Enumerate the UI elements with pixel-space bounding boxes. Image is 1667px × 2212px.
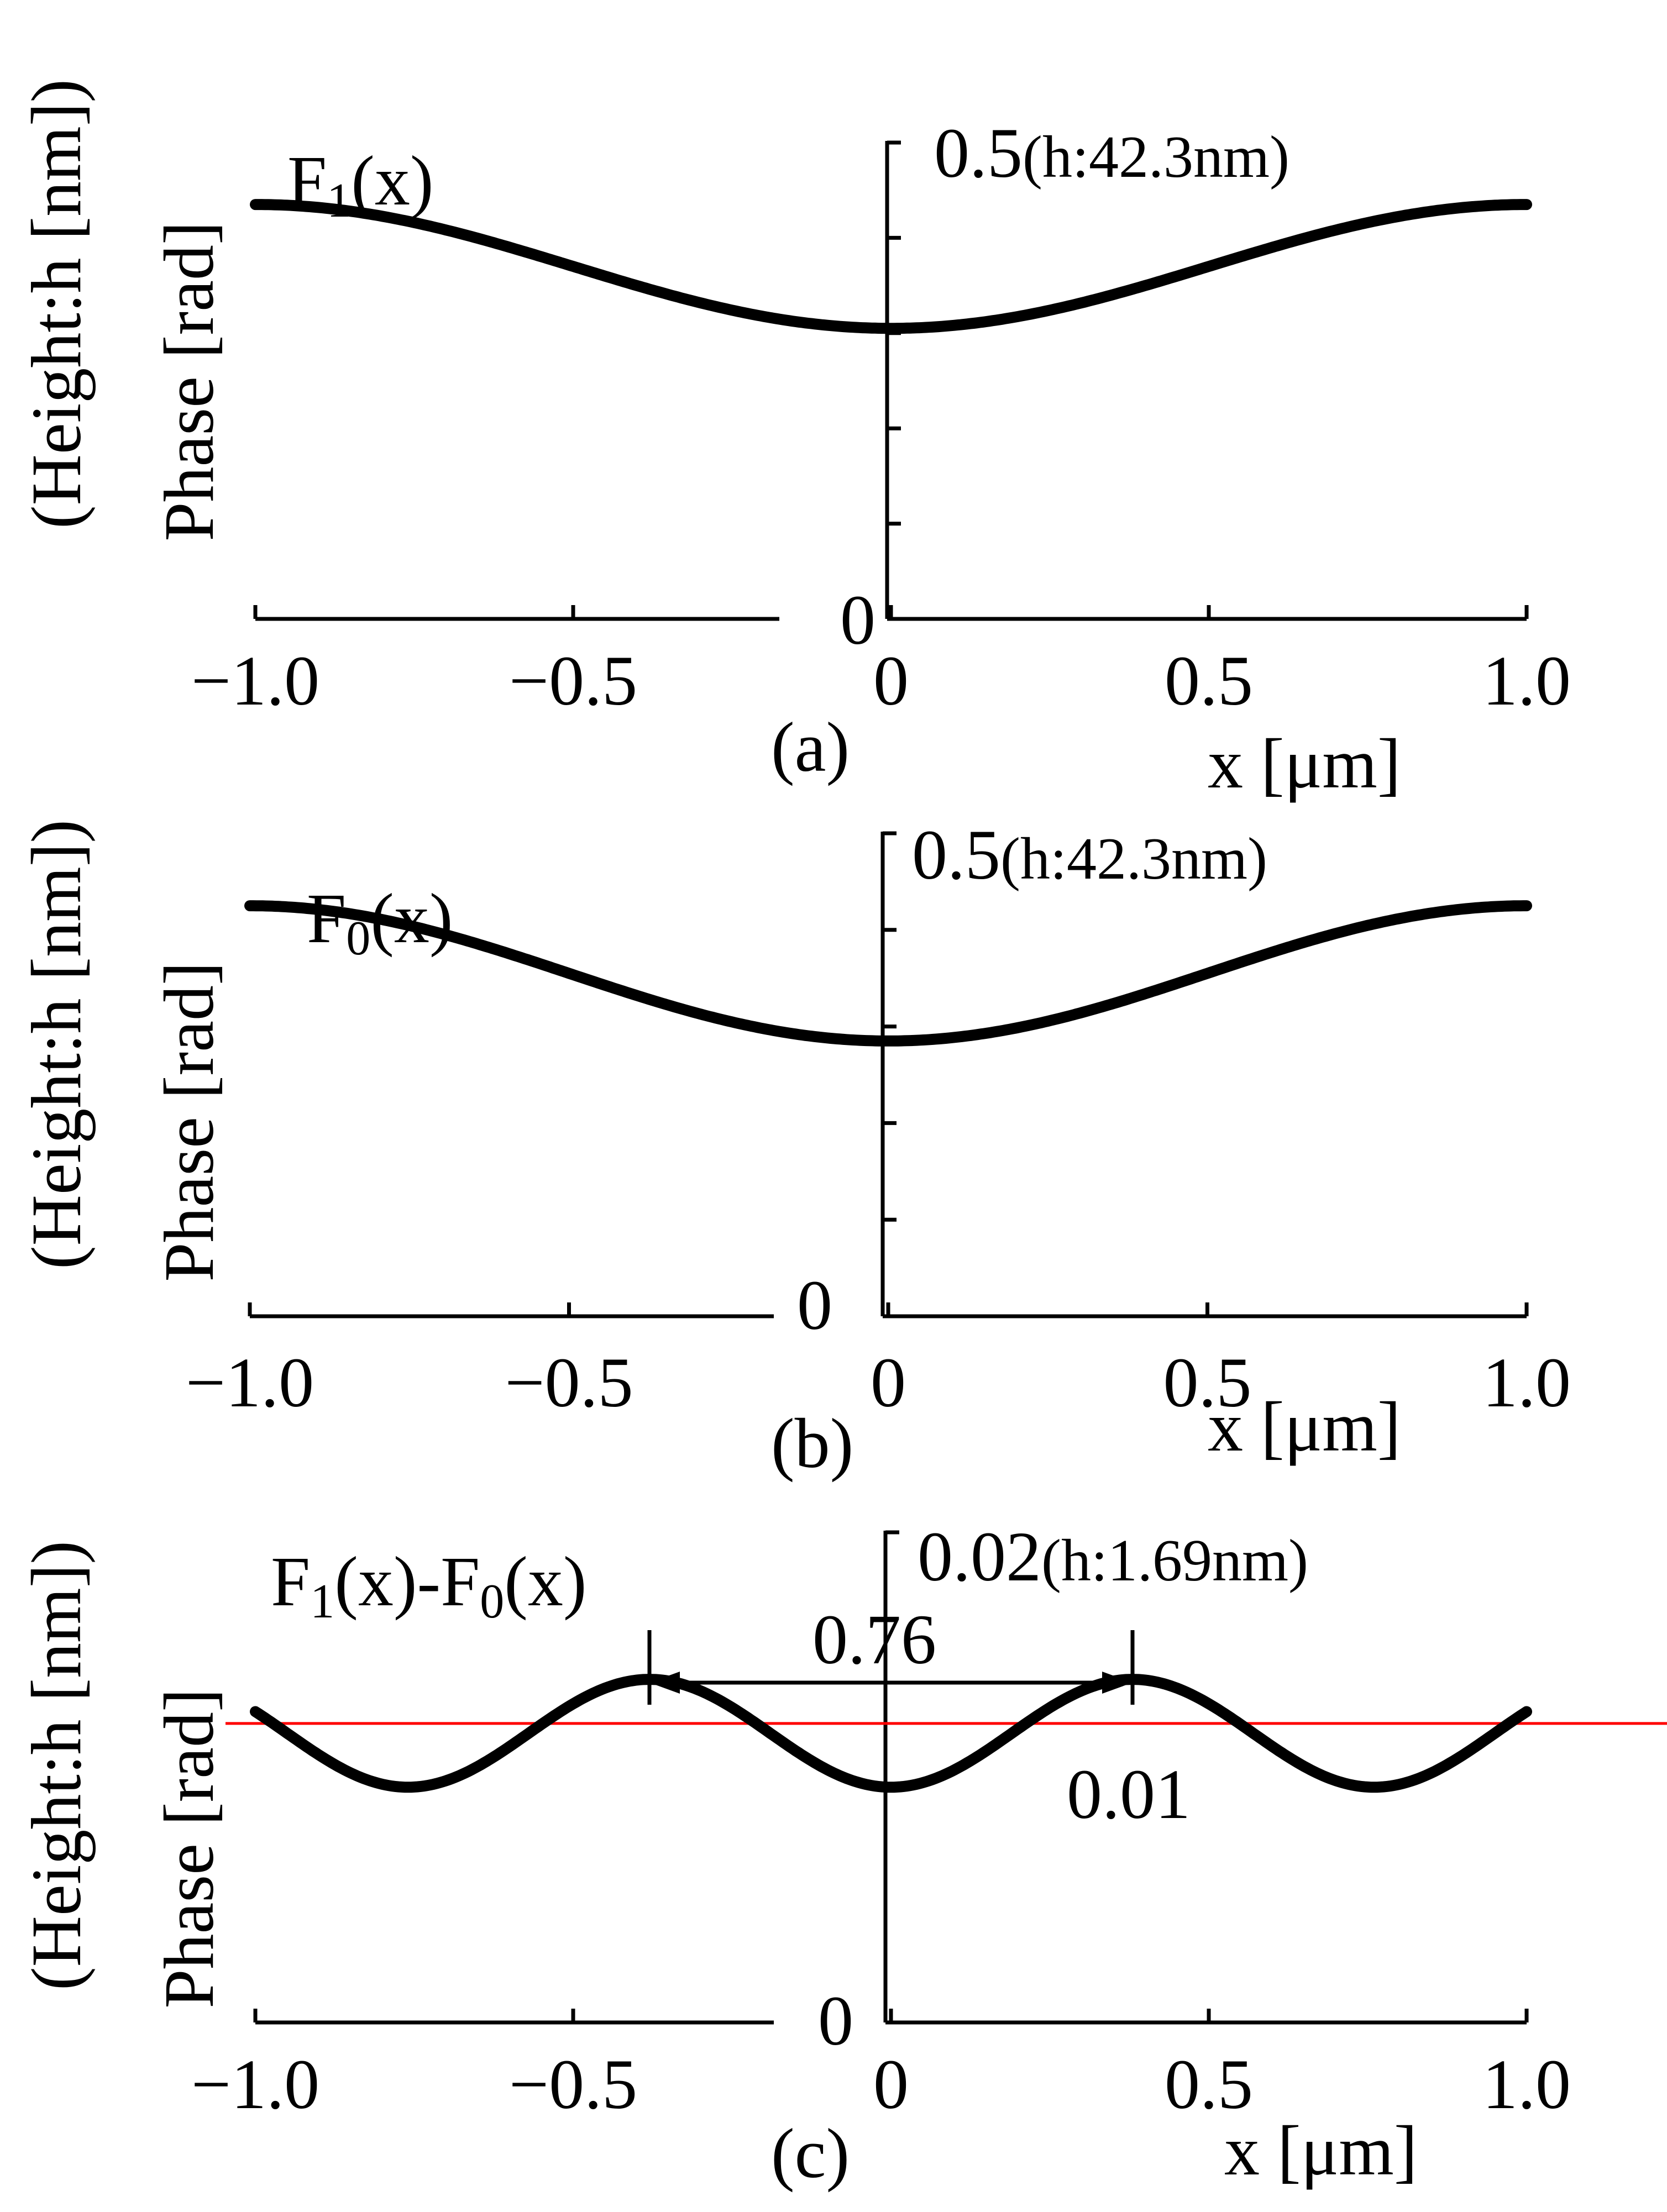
panel-c-y-top-value: 0.02 [918, 1517, 1041, 1596]
panel-c-curve-label-f: F [271, 1542, 310, 1621]
panel-c-period-annotation: 0.76 [647, 1600, 1135, 1705]
panel-c-reference-label: 0.01 [1067, 1755, 1191, 1833]
panel-a-x-tick-label: 1.0 [1482, 642, 1571, 720]
panel-c-arrowhead-left [649, 1672, 680, 1694]
panel-c-curve-label: F1(x)-F0(x) [271, 1542, 587, 1628]
panel-c-arrowhead-right [1102, 1672, 1133, 1694]
panel-a-curve-label-sub: 1 [327, 174, 351, 228]
panel-b-y-top-suffix: (h:42.3nm) [1000, 826, 1267, 892]
panel-a-series-f1 [250, 199, 1532, 334]
panel-a: (Height:h [nm]) Phase [rad] F1(x) 0.5(h:… [17, 79, 1571, 803]
panel-a-x-tick-label: −0.5 [509, 642, 637, 720]
panel-c-panel-label: (c) [771, 2114, 850, 2193]
panel-b-series-f0 [244, 900, 1532, 1047]
panel-b-x-axis-title: x [μm] [1208, 1388, 1401, 1466]
panel-a-curve-label: F1(x) [287, 141, 433, 228]
panel-b-x-tick-label: −0.5 [505, 1343, 633, 1422]
panel-b-x-tick-label: 1.0 [1482, 1343, 1571, 1422]
panel-b-y-top-label: 0.5(h:42.3nm) [912, 816, 1267, 894]
panel-c-ylabel-inner: Phase [rad] [150, 1688, 228, 2008]
panel-c-y-top-suffix: (h:1.69nm) [1041, 1528, 1308, 1594]
panel-c-x-tick-label: 0 [873, 2045, 909, 2124]
panel-c-y-top-label: 0.02(h:1.69nm) [918, 1517, 1308, 1596]
panel-b-curve-label-f: F [307, 879, 346, 958]
panel-b-ylabel-inner: Phase [rad] [150, 961, 228, 1281]
panel-b-panel-label: (b) [771, 1404, 853, 1483]
panel-b-x-tick-label: −1.0 [186, 1343, 314, 1422]
panel-b-x-tick-label: 0 [871, 1343, 906, 1422]
panel-c-x-tick-label: −0.5 [509, 2045, 637, 2124]
panel-a-x-tick-label: −1.0 [191, 642, 319, 720]
panel-a-y-top-value: 0.5 [934, 114, 1023, 192]
panel-a-curve-label-tail: (x) [351, 141, 433, 220]
panel-a-x-axis-title: x [μm] [1208, 724, 1401, 803]
panel-b-y-top-value: 0.5 [912, 816, 1000, 894]
panel-b-ylabel-outer: (Height:h [nm]) [17, 819, 96, 1269]
panel-c-ylabel-outer: (Height:h [nm]) [17, 1541, 96, 1990]
panel-c-x-tick-label: −1.0 [191, 2045, 319, 2124]
panel-a-ylabel-outer: (Height:h [nm]) [17, 79, 96, 529]
panel-c-x-tick-label: 0.5 [1165, 2045, 1253, 2124]
panel-b-y-zero-label: 0 [797, 1266, 832, 1344]
panel-c-curve-label-sub2: 0 [480, 1575, 504, 1628]
panel-a-x-tick-label: 0.5 [1165, 642, 1253, 720]
panel-c-curve-label-sub: 1 [310, 1575, 334, 1628]
panel-a-y-top-label: 0.5(h:42.3nm) [934, 114, 1289, 192]
panel-c-period-label: 0.76 [812, 1600, 936, 1679]
panel-a-y-zero-label: 0 [840, 581, 876, 659]
panel-c-y-zero-label: 0 [818, 1982, 853, 2060]
panel-c-curve-label-mid: (x)-F [334, 1542, 480, 1621]
panel-a-x-tick-label: 0 [873, 642, 909, 720]
panel-c-curve-label-tail: (x) [504, 1542, 586, 1621]
panel-c: (Height:h [nm]) Phase [rad] F1(x)-F0(x) … [17, 1517, 1667, 2193]
panel-a-panel-label: (a) [771, 708, 850, 786]
panel-c-x-tick-label: 1.0 [1482, 2045, 1571, 2124]
panel-a-ylabel-inner: Phase [rad] [150, 221, 228, 541]
panel-c-series-difference [250, 1674, 1532, 1793]
panel-c-x-axis-title: x [μm] [1224, 2111, 1417, 2190]
panel-a-y-top-suffix: (h:42.3nm) [1023, 124, 1289, 190]
panel-b-x-tick-label: 0.5 [1163, 1343, 1252, 1422]
panel-b: (Height:h [nm]) Phase [rad] F0(x) 0.5(h:… [17, 816, 1571, 1483]
